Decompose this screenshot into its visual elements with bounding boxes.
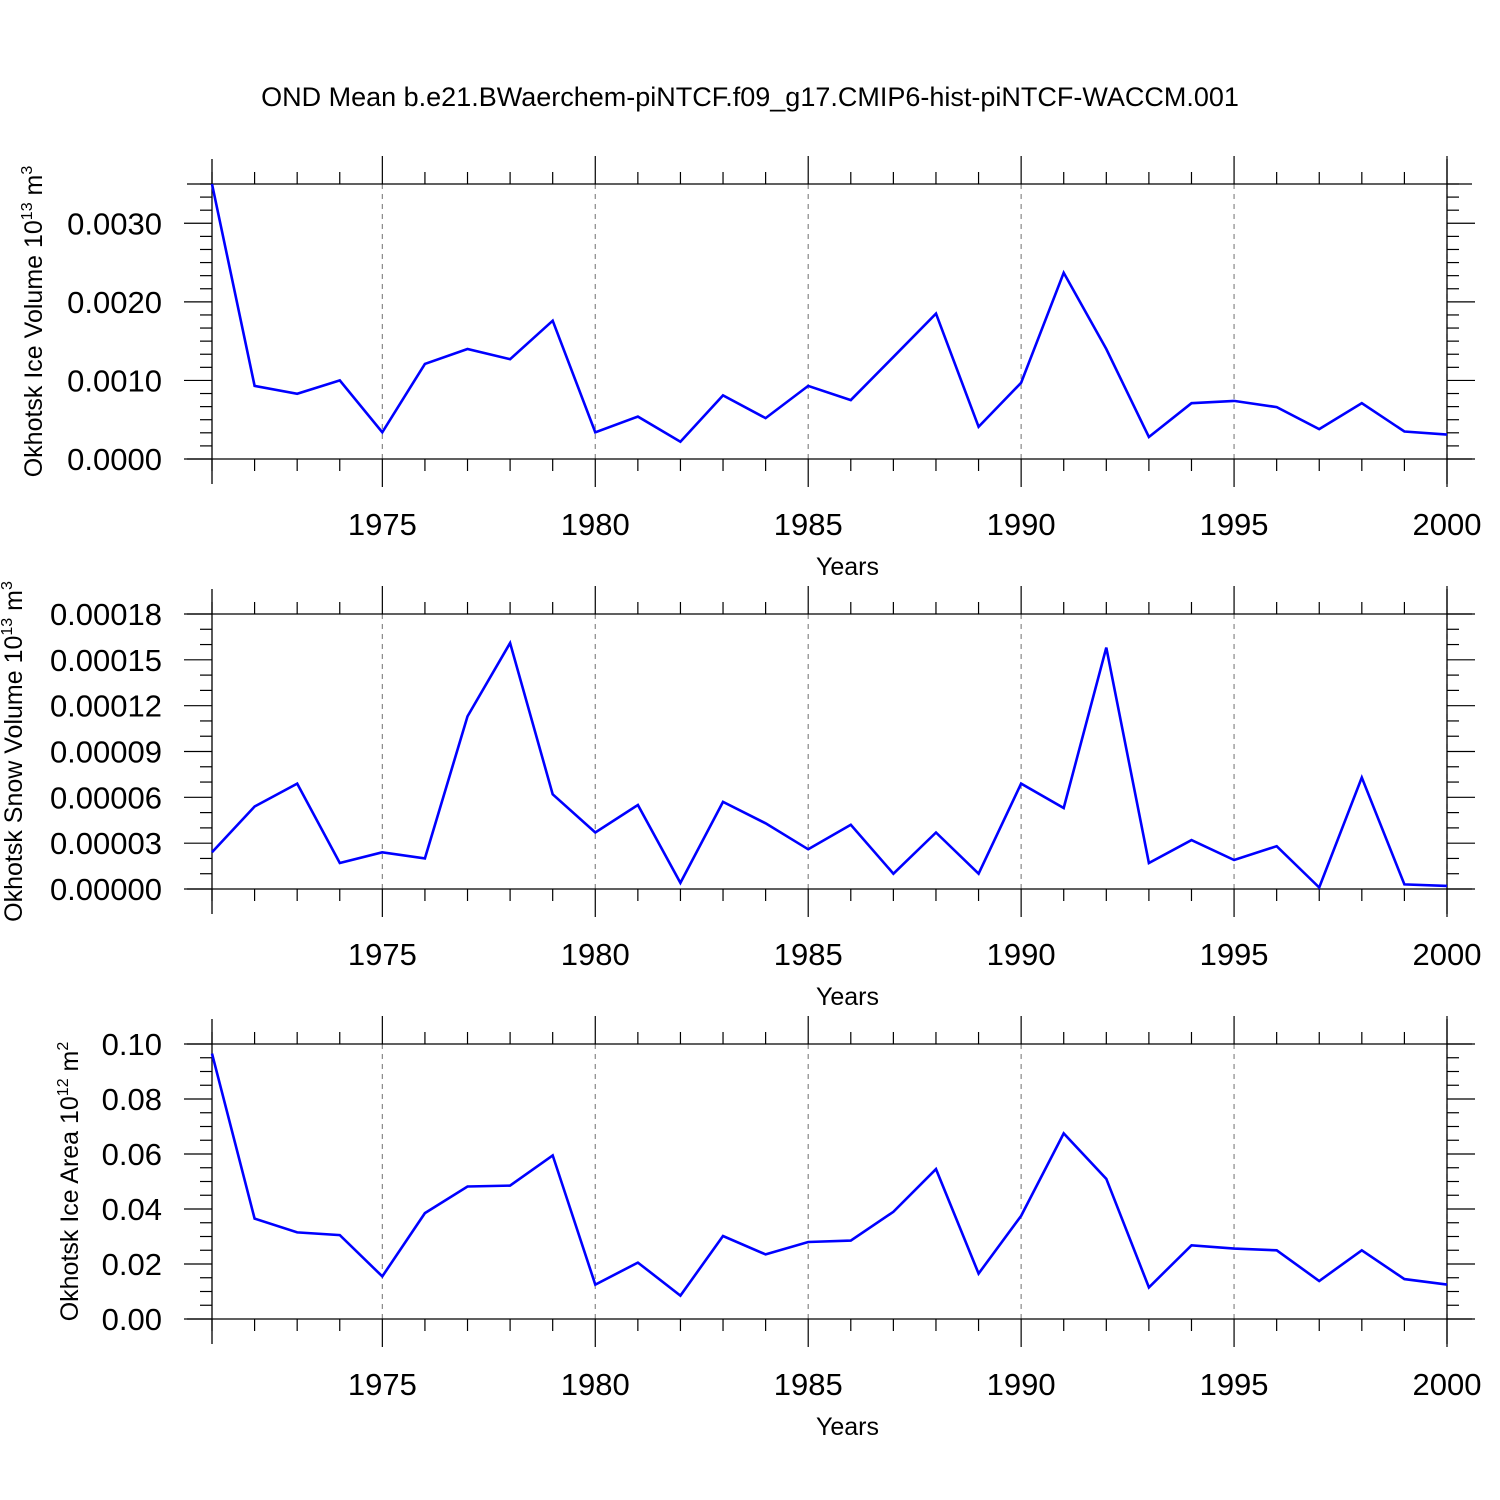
chart-panel-2: 1975 1980 1985 1990 1995 2000 0.00000 0.00003 0.… xyxy=(0,581,1481,1011)
y-tick-label: 0.00003 xyxy=(50,826,162,861)
x-tick-label: 1985 xyxy=(774,937,843,972)
series-line xyxy=(211,639,1448,890)
y-tick-label: 0.04 xyxy=(102,1192,162,1227)
y-tick-label: 0.00012 xyxy=(50,689,162,724)
chart-title: OND Mean b.e21.BWaerchem-piNTCF.f09_g17.… xyxy=(261,82,1239,112)
x-tick-label: 1985 xyxy=(774,507,843,542)
x-tick-label: 1995 xyxy=(1200,507,1269,542)
x-tick-label: 1980 xyxy=(561,937,630,972)
y-tick-label: 0.0000 xyxy=(67,442,162,477)
y-tick-label: 0.0020 xyxy=(67,285,162,320)
y-tick-label: 0.00015 xyxy=(50,643,162,678)
y-tick-label: 0.06 xyxy=(102,1137,162,1172)
x-tick-label: 2000 xyxy=(1413,1367,1482,1402)
y-tick-label: 0.00 xyxy=(102,1302,162,1337)
y-tick-label: 0.00006 xyxy=(50,780,162,815)
y-tick-label: 0.10 xyxy=(102,1027,162,1062)
y-axis-title: Okhotsk Ice Area 1012 m2 xyxy=(55,1042,84,1322)
x-tick-label: 1975 xyxy=(348,1367,417,1402)
x-tick-label: 2000 xyxy=(1413,507,1482,542)
x-axis-title: Years xyxy=(816,983,879,1011)
y-tick-label: 0.00018 xyxy=(50,597,162,632)
y-tick-label: 0.00009 xyxy=(50,735,162,770)
y-tick-label: 0.0030 xyxy=(67,206,162,241)
chart-panel-3: 1975 1980 1985 1990 1995 2000 0.00 0.02 0.04 0.06… xyxy=(55,1016,1481,1441)
x-axis-title: Years xyxy=(816,553,879,581)
y-axis-title: Okhotsk Snow Volume 1013 m3 xyxy=(0,581,28,922)
y-axis-title: Okhotsk Ice Volume 1013 m3 xyxy=(19,166,48,478)
y-tick-label: 0.00000 xyxy=(50,872,162,907)
x-tick-label: 1975 xyxy=(348,937,417,972)
x-tick-label: 1995 xyxy=(1200,937,1269,972)
x-tick-label: 1990 xyxy=(987,507,1056,542)
x-axis-title: Years xyxy=(816,1413,879,1441)
x-tick-label: 1975 xyxy=(348,507,417,542)
y-tick-label: 0.08 xyxy=(102,1082,162,1117)
x-tick-label: 1990 xyxy=(987,1367,1056,1402)
series-line xyxy=(210,183,1448,444)
series-line xyxy=(210,1053,1448,1298)
x-tick-label: 1995 xyxy=(1200,1367,1269,1402)
x-tick-label: 1980 xyxy=(561,507,630,542)
x-tick-label: 1980 xyxy=(561,1367,630,1402)
x-tick-label: 1990 xyxy=(987,937,1056,972)
y-tick-label: 0.0010 xyxy=(67,363,162,398)
x-tick-label: 2000 xyxy=(1413,937,1482,972)
chart-panel-1: 1975 1980 1985 1990 1995 2000 0.0000 0.0010 0.00… xyxy=(19,156,1481,581)
x-tick-label: 1985 xyxy=(774,1367,843,1402)
y-tick-label: 0.02 xyxy=(102,1247,162,1282)
